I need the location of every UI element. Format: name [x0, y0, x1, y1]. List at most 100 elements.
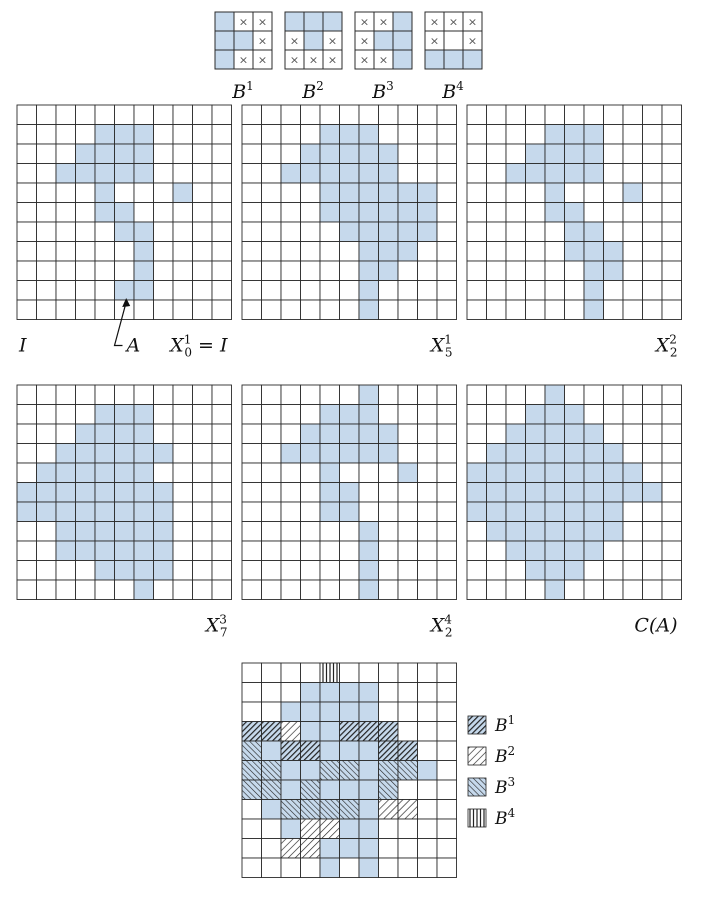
grid-cell [339, 124, 360, 145]
grid-cell [319, 182, 340, 203]
grid-cell [564, 501, 585, 522]
grid-cell [319, 280, 340, 301]
grid-cell [378, 462, 399, 483]
grid-cell [192, 501, 213, 522]
se-cell [373, 30, 394, 51]
grid-cell [172, 124, 193, 145]
grid-cell [36, 299, 57, 320]
grid-cell [172, 384, 193, 405]
grid-cell [339, 857, 360, 878]
grid-cell [241, 560, 262, 581]
grid-cell [261, 779, 282, 800]
grid-cell [544, 443, 565, 464]
grid-cell [114, 104, 135, 125]
grid-cell [339, 760, 360, 781]
grid-cell [505, 540, 526, 561]
grid-cell [466, 540, 487, 561]
arrow-line [113, 301, 127, 347]
grid-cell [436, 857, 457, 878]
grid-cell [358, 779, 379, 800]
grid-cell [642, 404, 663, 425]
grid-cell [75, 202, 96, 223]
grid-cell [133, 423, 154, 444]
grid-cell [241, 299, 262, 320]
se-cell [392, 11, 413, 32]
dont-care-mark: × [258, 54, 267, 67]
grid-cell [319, 779, 340, 800]
dont-care-mark: × [360, 35, 369, 48]
grid-cell [466, 501, 487, 522]
grid-cell [339, 143, 360, 164]
grid-cell [133, 143, 154, 164]
grid-cell [661, 299, 682, 320]
grid-cell [16, 560, 37, 581]
grid-cell [75, 404, 96, 425]
grid-cell [133, 280, 154, 301]
grid-cell [280, 838, 301, 859]
grid-cell [241, 662, 262, 683]
grid-cell [525, 501, 546, 522]
grid-cell [339, 404, 360, 425]
grid-cell [436, 740, 457, 761]
grid-cell [300, 682, 321, 703]
grid-cell [583, 560, 604, 581]
grid-cell [319, 579, 340, 600]
grid-cell [486, 260, 507, 281]
grid-cell [94, 299, 115, 320]
grid-cell [397, 482, 418, 503]
panel-label: X1 0 = I [168, 333, 228, 360]
grid-cell [339, 662, 360, 683]
se-cell [303, 11, 324, 32]
grid-cell [358, 182, 379, 203]
grid-cell [525, 260, 546, 281]
grid-cell [261, 462, 282, 483]
grid-cell [436, 779, 457, 800]
grid-cell [466, 104, 487, 125]
grid-cell [544, 462, 565, 483]
grid-cell [564, 482, 585, 503]
grid-cell [153, 540, 174, 561]
grid-cell [153, 482, 174, 503]
grid-cell [339, 799, 360, 820]
grid-cell [172, 404, 193, 425]
grid-cell [339, 260, 360, 281]
grid-cell [505, 104, 526, 125]
grid-cell [358, 760, 379, 781]
grid-cell [153, 221, 174, 242]
grid-cell [622, 202, 643, 223]
grid-cell [241, 280, 262, 301]
grid-cell [172, 163, 193, 184]
grid-cell [564, 221, 585, 242]
grid-cell [172, 521, 193, 542]
grid-cell [466, 241, 487, 262]
grid-cell [280, 260, 301, 281]
grid-cell [94, 221, 115, 242]
grid-cell [172, 423, 193, 444]
grid-cell [486, 579, 507, 600]
grid-cell [583, 163, 604, 184]
grid-cell [172, 182, 193, 203]
grid-cell [300, 299, 321, 320]
se-cell [392, 30, 413, 51]
grid-cell [192, 260, 213, 281]
grid-cell [525, 482, 546, 503]
grid-cell [642, 260, 663, 281]
grid-cell [436, 662, 457, 683]
grid-cell [397, 384, 418, 405]
grid-cell [417, 760, 438, 781]
grid-cell [417, 163, 438, 184]
grid-cell [319, 540, 340, 561]
grid-cell [358, 260, 379, 281]
grid-cell [319, 163, 340, 184]
grid-cell [486, 521, 507, 542]
grid-cell [583, 241, 604, 262]
grid-cell [358, 682, 379, 703]
grid-cell [153, 443, 174, 464]
grid-cell [55, 163, 76, 184]
grid-cell [36, 260, 57, 281]
grid-cell [505, 241, 526, 262]
grid-cell [319, 701, 340, 722]
legend-swatch [467, 808, 487, 828]
grid-cell [55, 124, 76, 145]
grid-cell [661, 241, 682, 262]
